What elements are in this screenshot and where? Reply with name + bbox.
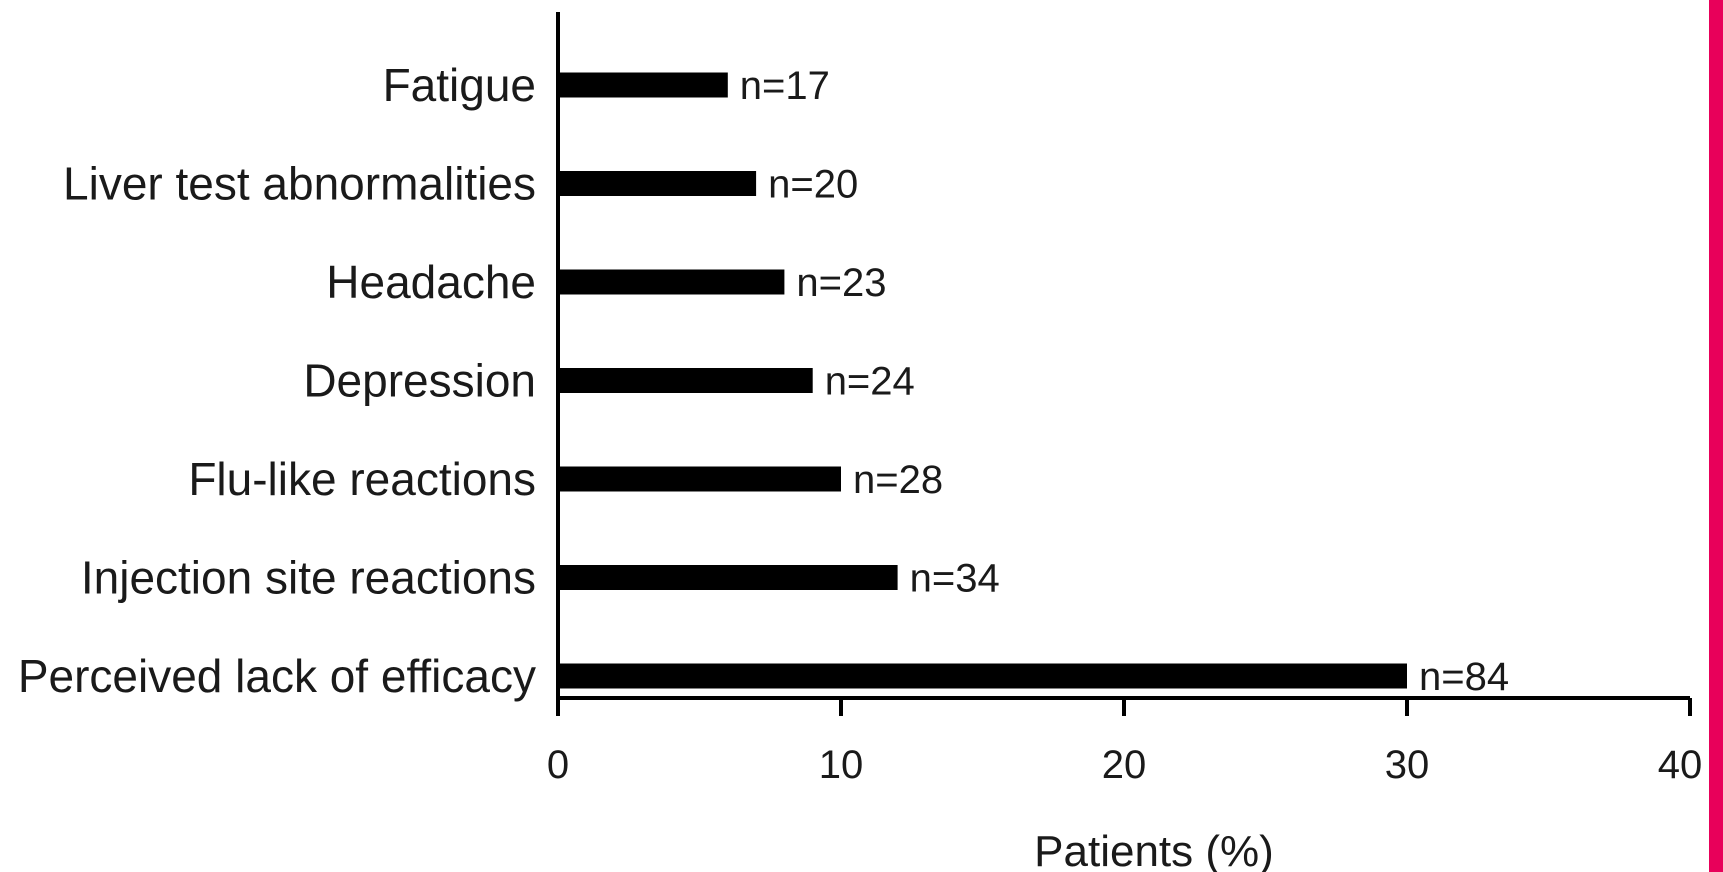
edge-strip bbox=[1709, 0, 1723, 872]
category-label: Injection site reactions bbox=[81, 552, 536, 604]
category-label: Liver test abnormalities bbox=[63, 158, 536, 210]
x-tick-label: 10 bbox=[819, 743, 864, 787]
category-label: Fatigue bbox=[383, 59, 536, 111]
x-tick-label: 0 bbox=[547, 743, 569, 787]
category-label: Perceived lack of efficacy bbox=[18, 650, 536, 702]
x-axis-ticks: 0 10 20 30 40 bbox=[547, 698, 1702, 787]
bar-5 bbox=[558, 466, 841, 492]
bar-6 bbox=[558, 565, 898, 590]
bar-7 bbox=[558, 663, 1407, 689]
data-label: n=24 bbox=[825, 360, 915, 404]
category-label: Depression bbox=[303, 355, 536, 407]
data-labels: n=17 n=20 n=23 n=24 n=28 n=34 n=84 bbox=[740, 64, 1509, 699]
x-tick-label: 30 bbox=[1385, 743, 1430, 787]
category-label: Flu-like reactions bbox=[188, 453, 536, 505]
bars-layer bbox=[558, 72, 1407, 689]
x-tick-label: 20 bbox=[1102, 743, 1147, 787]
bar-3 bbox=[558, 269, 785, 295]
data-label: n=23 bbox=[796, 261, 886, 305]
bar-4 bbox=[558, 368, 813, 393]
category-labels: Fatigue Liver test abnormalities Headache D… bbox=[18, 59, 536, 702]
bar-1 bbox=[558, 72, 728, 98]
data-label: n=84 bbox=[1419, 655, 1509, 699]
x-axis-title: Patients (%) bbox=[1034, 827, 1274, 872]
data-label: n=34 bbox=[910, 557, 1000, 601]
x-tick-label: 40 bbox=[1658, 743, 1703, 787]
category-label: Headache bbox=[326, 256, 536, 308]
data-label: n=17 bbox=[740, 64, 830, 108]
bar-2 bbox=[558, 171, 757, 196]
data-label: n=28 bbox=[853, 458, 943, 502]
data-label: n=20 bbox=[768, 163, 858, 207]
